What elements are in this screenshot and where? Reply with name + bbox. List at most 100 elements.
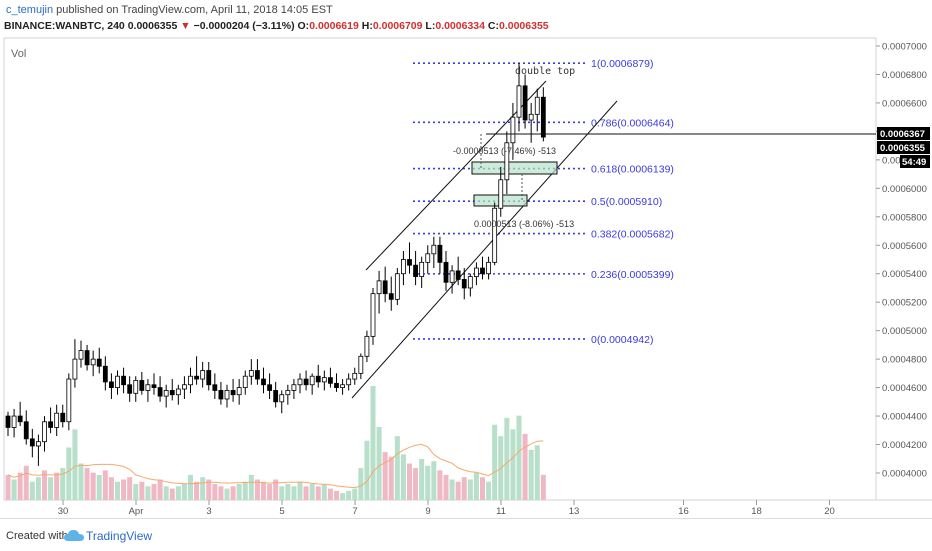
candle[interactable] [224,384,230,408]
candle[interactable] [17,401,23,427]
candle[interactable] [291,379,297,399]
candle[interactable] [194,356,199,385]
fib-level[interactable]: 1(0.0006879) [413,58,653,70]
price-axis[interactable]: 0.00070000.00068000.00066000.00064000.00… [876,42,927,480]
candle[interactable] [96,347,102,374]
candle[interactable] [115,370,120,395]
fib-level[interactable]: 0.786(0.0006464) [413,117,674,129]
candle[interactable] [261,367,266,394]
candle[interactable] [72,339,78,388]
price-chart[interactable]: Vol 0.00070000.00068000.00066000.0006400… [0,0,932,518]
candle[interactable] [498,166,504,217]
candle[interactable] [133,376,139,402]
candle[interactable] [200,361,206,388]
candle[interactable] [236,379,242,405]
candle[interactable] [321,370,327,391]
candle[interactable] [206,361,212,391]
candle[interactable] [449,265,455,294]
author-link[interactable]: c_temujin [6,4,54,16]
candle[interactable] [419,256,425,288]
candle[interactable] [42,416,47,452]
candle[interactable] [480,256,485,280]
candle[interactable] [145,379,151,402]
candle[interactable] [84,344,90,371]
candle[interactable] [394,268,400,306]
candle[interactable] [328,367,333,388]
candle[interactable] [522,74,528,129]
candle[interactable] [23,410,29,445]
channel-lower-line[interactable] [351,100,618,399]
fib-level[interactable]: 0.236(0.0005399) [413,269,674,281]
candle[interactable] [315,364,321,388]
candle[interactable] [248,359,254,385]
tradingview-cloud-icon[interactable] [64,529,84,543]
candle[interactable] [528,102,534,143]
candle[interactable] [437,236,443,274]
candle[interactable] [29,428,35,458]
candle[interactable] [376,270,382,314]
candle[interactable] [297,373,303,394]
candle[interactable] [364,330,370,362]
candle[interactable] [346,373,352,391]
candle[interactable] [510,102,516,160]
candle[interactable] [11,408,17,438]
candle[interactable] [334,373,339,392]
candle[interactable] [516,63,522,132]
candle[interactable] [358,353,364,380]
candle[interactable] [60,404,66,428]
candle[interactable] [474,262,479,286]
candle[interactable] [48,407,53,434]
candle[interactable] [285,384,291,405]
candle[interactable] [279,390,285,414]
candle[interactable] [340,379,345,395]
candle[interactable] [309,373,315,395]
candle[interactable] [467,273,473,297]
candle[interactable] [109,373,114,399]
candle[interactable] [431,236,437,269]
candle[interactable] [36,434,41,466]
annotation-measure-lower[interactable]: 0.0000513 (-8.06%) -513 [474,219,574,229]
fib-level[interactable]: 0(0.0004942) [413,334,653,346]
candle[interactable] [352,367,358,385]
candle[interactable] [188,367,193,394]
tradingview-brand[interactable]: TradingView [86,529,153,543]
candle[interactable] [504,131,510,195]
candle[interactable] [127,376,133,402]
candle[interactable] [370,287,376,345]
candle[interactable] [230,379,236,402]
candle[interactable] [157,376,163,402]
range-box-upper[interactable] [471,161,558,175]
candle[interactable] [212,373,218,399]
candle[interactable] [5,411,11,436]
annotation-measure-upper[interactable]: -0.0000513 (-7.46%) -513 [453,146,556,156]
candle[interactable] [78,340,84,368]
candle[interactable] [486,256,491,280]
candle[interactable] [425,245,431,274]
candle[interactable] [139,371,145,395]
candle[interactable] [151,373,157,395]
candle[interactable] [455,256,461,286]
candle[interactable] [121,367,126,394]
candle[interactable] [413,250,418,286]
fib-level[interactable]: 0.382(0.0005682) [413,229,674,241]
candle[interactable] [443,250,449,291]
candle[interactable] [461,268,467,300]
annotation-double-top[interactable]: double top [515,66,575,77]
candle[interactable] [273,381,279,408]
candle[interactable] [90,350,96,377]
candle[interactable] [66,373,72,431]
candle[interactable] [175,384,181,405]
candlesticks[interactable] [5,63,546,466]
candle[interactable] [267,373,272,399]
candle[interactable] [388,276,394,311]
candle[interactable] [540,87,546,142]
candle[interactable] [218,381,224,405]
time-axis[interactable]: 30 Apr 3 5 7 9 11 13 16 18 20 [58,500,835,517]
candle[interactable] [102,356,108,391]
candle[interactable] [54,404,60,436]
candle[interactable] [303,370,309,391]
channel-upper-line[interactable] [365,80,547,271]
candle[interactable] [182,376,187,399]
candle[interactable] [407,242,412,274]
candle[interactable] [534,88,540,132]
